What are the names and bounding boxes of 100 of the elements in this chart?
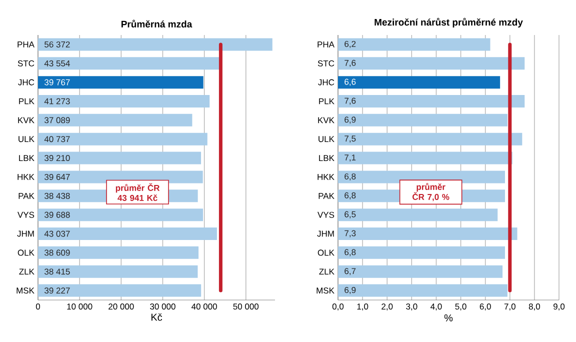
x-tick-label: 50 000	[233, 304, 259, 310]
y-tick-label: PHA	[18, 42, 34, 48]
y-tick-label: VYS	[318, 212, 334, 218]
x-tick-label: 3,0	[406, 304, 418, 311]
bar	[38, 284, 202, 297]
y-tick-label: PLK	[319, 98, 334, 104]
x-tick-label: 20 000	[108, 304, 134, 310]
y-tick-label: PAK	[318, 192, 334, 199]
y-tick-label: OLK	[318, 250, 334, 256]
y-tick-label: ULK	[18, 136, 34, 142]
bar	[338, 265, 503, 278]
data-label: 6,8	[344, 173, 356, 180]
y-tick-label: KVK	[18, 117, 34, 124]
bar	[38, 228, 217, 240]
data-label: 37 089	[44, 117, 70, 124]
y-tick-label: ZLK	[19, 268, 34, 275]
x-axis-title: Kč	[151, 313, 162, 321]
data-label: 40 737	[44, 136, 70, 142]
data-label: 38 438	[44, 192, 70, 199]
y-tick-label: JHM	[317, 230, 334, 237]
y-tick-label: MSK	[316, 288, 334, 294]
y-tick-label: OLK	[18, 250, 34, 256]
x-tick-label: 8,0	[528, 304, 540, 311]
data-label: 7,5	[344, 136, 356, 143]
y-tick-label: STC	[318, 60, 334, 66]
y-tick-label: JHM	[17, 230, 34, 237]
data-label: 38 415	[44, 268, 70, 275]
ref-line-label: průměr ČR 7,0 %	[412, 183, 450, 202]
bar	[338, 114, 508, 126]
y-tick-label: ZLK	[319, 268, 334, 275]
bar	[338, 57, 525, 70]
data-label: 6,6	[344, 78, 356, 86]
data-label: 7,3	[344, 230, 356, 238]
y-tick-label: JHC	[318, 79, 334, 86]
x-tick-label: 9,0	[554, 304, 565, 311]
bar	[338, 132, 522, 146]
y-tick-label: HKK	[18, 174, 34, 180]
bar	[38, 57, 220, 70]
y-tick-label: LBK	[19, 155, 34, 161]
x-tick-label: 0	[36, 304, 40, 310]
data-label: 6,5	[344, 211, 356, 218]
ref-line-label: průměr ČR 43 941 Kč	[116, 183, 160, 201]
chart-title: Meziroční nárůst průměrné mzdy	[374, 18, 523, 28]
data-label: 39 647	[44, 174, 70, 180]
data-label: 39 227	[44, 288, 70, 294]
x-tick-label: 40 000	[192, 304, 217, 310]
x-tick-label: 10 000	[67, 304, 92, 310]
x-tick-label: 7,0	[504, 304, 516, 311]
data-label: 39 767	[44, 79, 70, 86]
x-tick-label: 4,0	[430, 304, 442, 311]
bar	[338, 246, 505, 259]
bar	[338, 76, 500, 89]
data-label: 56 372	[44, 41, 70, 48]
chart-title: Průměrná mzda	[122, 20, 192, 28]
bar	[338, 208, 498, 222]
data-label: 7,1	[344, 154, 356, 162]
data-label: 6,9	[344, 287, 356, 294]
y-tick-label: PLK	[19, 98, 34, 104]
data-label: 6,7	[344, 268, 356, 276]
data-label: 6,9	[344, 116, 356, 124]
y-tick-label: MSK	[16, 288, 34, 294]
data-label: 7,6	[344, 98, 356, 105]
x-tick-label: 1,0	[357, 304, 368, 311]
data-label: 6,8	[344, 192, 356, 200]
y-tick-label: STC	[18, 60, 34, 66]
bar	[38, 95, 210, 108]
y-tick-label: KVK	[318, 117, 334, 124]
y-tick-label: PAK	[18, 192, 34, 199]
y-tick-label: JHC	[18, 79, 34, 86]
bar	[338, 38, 490, 51]
bar	[38, 152, 202, 164]
data-label: 39 210	[44, 155, 70, 162]
x-tick-label: 6,0	[480, 304, 491, 311]
bar	[338, 284, 508, 297]
bar	[338, 152, 512, 164]
x-tick-label: 30 000	[150, 304, 176, 310]
bar	[338, 95, 525, 108]
bar	[38, 38, 272, 51]
data-label: 39 688	[44, 212, 70, 218]
data-label: 43 554	[44, 60, 70, 66]
data-label: 41 273	[44, 98, 70, 104]
data-label: 43 037	[44, 230, 70, 237]
x-tick-label: 0,0	[332, 304, 344, 311]
y-tick-label: PHA	[318, 42, 334, 48]
bar	[38, 246, 199, 259]
data-label: 38 609	[44, 250, 70, 256]
data-label: 6,8	[344, 249, 356, 256]
bar	[38, 76, 204, 89]
bar	[338, 228, 518, 240]
x-tick-label: 2,0	[382, 304, 393, 311]
data-label: 6,2	[344, 40, 356, 48]
y-tick-label: VYS	[18, 212, 34, 218]
bar	[38, 132, 208, 146]
bar	[38, 114, 192, 126]
x-tick-label: 5,0	[455, 304, 466, 311]
bar	[38, 208, 204, 222]
y-tick-label: HKK	[318, 174, 334, 180]
bar	[38, 265, 198, 278]
data-label: 7,6	[344, 60, 356, 67]
y-tick-label: ULK	[318, 136, 334, 142]
